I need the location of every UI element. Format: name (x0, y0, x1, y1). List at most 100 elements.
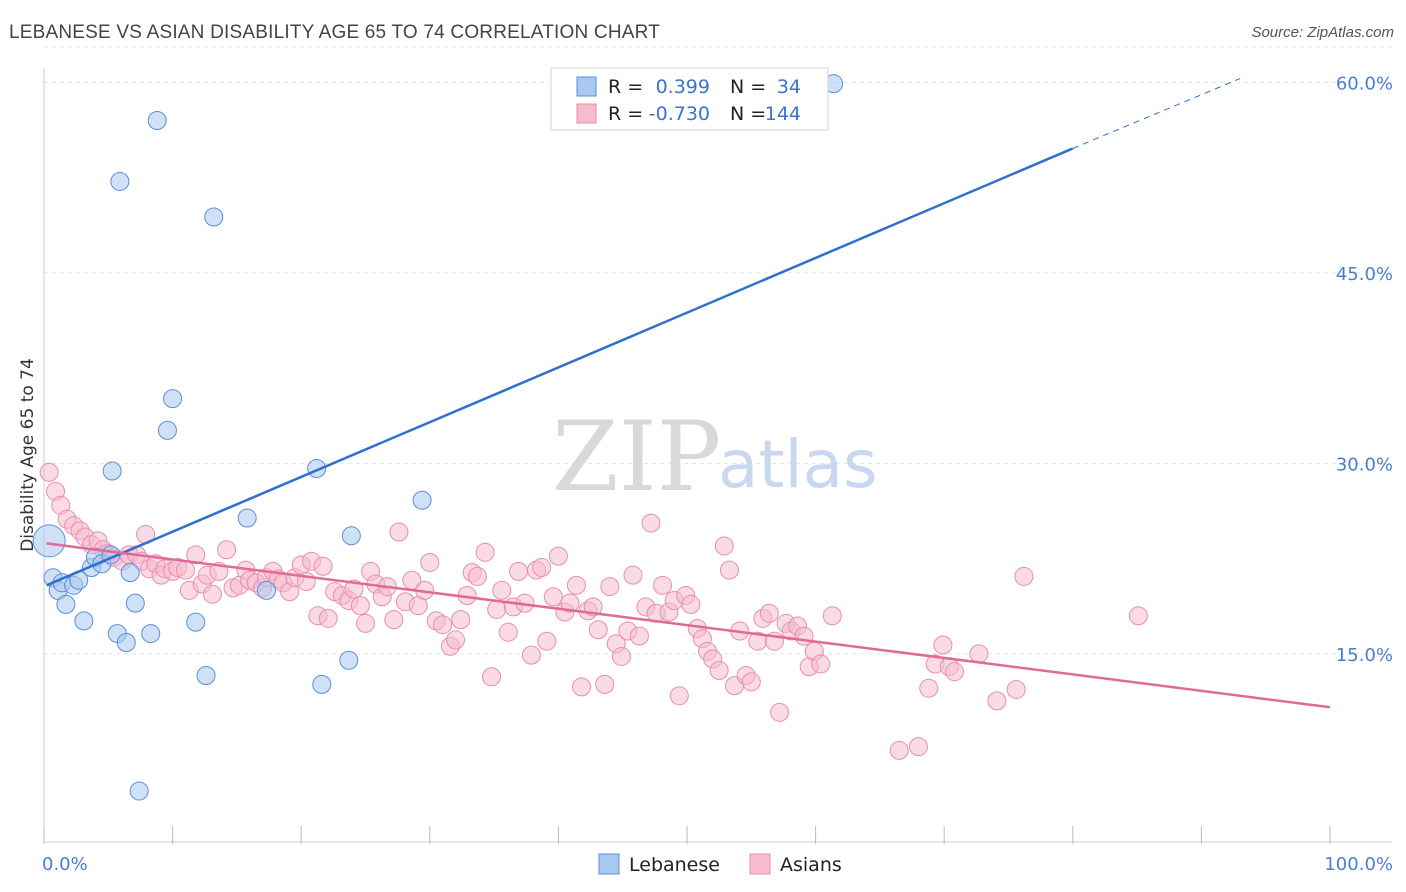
asians-point (653, 575, 673, 595)
lebanese-point (147, 111, 167, 130)
lebanese-point (339, 650, 359, 670)
lebanese-point (196, 665, 216, 685)
lebanese-point (116, 632, 136, 652)
asians-point (669, 686, 689, 706)
asians-point (919, 678, 939, 698)
y-tick-label: 60.0% (1336, 73, 1393, 94)
asians-point (1014, 566, 1034, 586)
asians-point (933, 635, 953, 655)
asians-point (532, 558, 552, 578)
lebanese-point (312, 674, 332, 694)
asians-point (588, 620, 608, 640)
asians-point (641, 513, 661, 533)
asians-point (451, 610, 471, 630)
asians-point (1006, 679, 1026, 699)
asians-point (482, 667, 502, 687)
asians-point (759, 603, 779, 623)
bottom-legend-swatch-lebanese (598, 853, 620, 875)
asians-point (681, 594, 701, 614)
asians-point (39, 462, 59, 482)
asians-point (548, 546, 568, 566)
asians-point (611, 646, 631, 666)
asians-point (356, 613, 375, 633)
asians-point (350, 596, 370, 616)
watermark-atlas: atlas (718, 426, 878, 503)
asians-point (389, 522, 409, 542)
asians-point (498, 622, 518, 642)
asians-point (543, 587, 563, 607)
lebanese-point (110, 171, 130, 191)
lebanese-trend-extension (1072, 78, 1241, 149)
asians-point (709, 660, 729, 680)
lebanese-point (56, 594, 76, 614)
asians-point (175, 560, 195, 580)
legend-swatch-lebanese (576, 76, 597, 97)
asians-point (467, 566, 487, 586)
asians-point (186, 545, 206, 565)
asians-point (629, 626, 649, 646)
asians-point (822, 606, 842, 626)
lebanese-point (163, 389, 183, 409)
asians-points (39, 462, 1148, 760)
legend-n-label-2: N = (730, 103, 766, 125)
lebanese-point (237, 508, 257, 528)
bottom-legend-label-asians: Asians (780, 854, 842, 876)
y-tick-label: 15.0% (1336, 645, 1393, 666)
asians-point (741, 672, 761, 692)
asians-point (318, 608, 338, 628)
asians-point (714, 536, 734, 556)
asians-point (487, 599, 507, 619)
lebanese-point (129, 781, 149, 801)
asians-point (344, 579, 364, 599)
asians-point (433, 615, 453, 635)
asians-point (566, 575, 586, 595)
legend-n-label-1: N = (730, 76, 766, 98)
asians-point (770, 702, 790, 722)
asians-point (1128, 606, 1148, 626)
asians-point (944, 662, 964, 682)
x-tick-label-min: 0.0% (42, 854, 88, 875)
asians-point (719, 560, 739, 580)
lebanese-point (186, 612, 206, 632)
watermark-zip: ZIP (552, 401, 721, 513)
bottom-legend-label-lebanese: Lebanese (629, 854, 720, 876)
asians-point (492, 580, 512, 600)
x-tick-label-max: 100.0% (1324, 854, 1393, 875)
source-credit: Source: ZipAtlas.com (1251, 24, 1394, 41)
lebanese-point (412, 490, 432, 510)
asians-point (384, 610, 404, 630)
asians-point (537, 631, 557, 651)
asians-point (889, 740, 909, 760)
lebanese-point (125, 593, 145, 613)
lebanese-point (141, 624, 161, 644)
asians-point (600, 577, 620, 597)
legend-swatch-asians (576, 103, 597, 124)
asians-point (475, 542, 495, 562)
asians-point (560, 593, 580, 613)
asians-point (521, 645, 541, 665)
legend-n-value-1: 34 (777, 76, 801, 98)
legend-r-value-2: -0.730 (649, 103, 710, 125)
legend-r-value-1: 0.399 (656, 76, 710, 98)
asians-point (217, 540, 237, 560)
lebanese-point (32, 524, 66, 558)
asians-point (908, 737, 928, 757)
asians-point (202, 584, 222, 604)
y-axis-title: Disability Age 65 to 74 (18, 358, 38, 552)
lebanese-point (204, 207, 224, 227)
lebanese-trend-line (46, 147, 1074, 587)
asians-point (420, 552, 440, 572)
legend-box: R = 0.399 N = 34 R = -0.730 N = 144 (550, 67, 829, 131)
y-tick-label: 45.0% (1336, 264, 1393, 285)
asians-point (794, 626, 814, 646)
lebanese-point (74, 611, 94, 631)
bottom-legend-swatch-asians (749, 853, 771, 875)
bottom-legend: Lebanese Asians (598, 853, 842, 876)
asians-point (987, 691, 1007, 711)
lebanese-point (256, 580, 276, 600)
legend-r-label-1: R = (608, 76, 643, 98)
y-tick-label: 30.0% (1336, 454, 1393, 475)
asians-point (446, 630, 466, 650)
lebanese-point (157, 420, 177, 440)
asians-point (509, 561, 529, 581)
